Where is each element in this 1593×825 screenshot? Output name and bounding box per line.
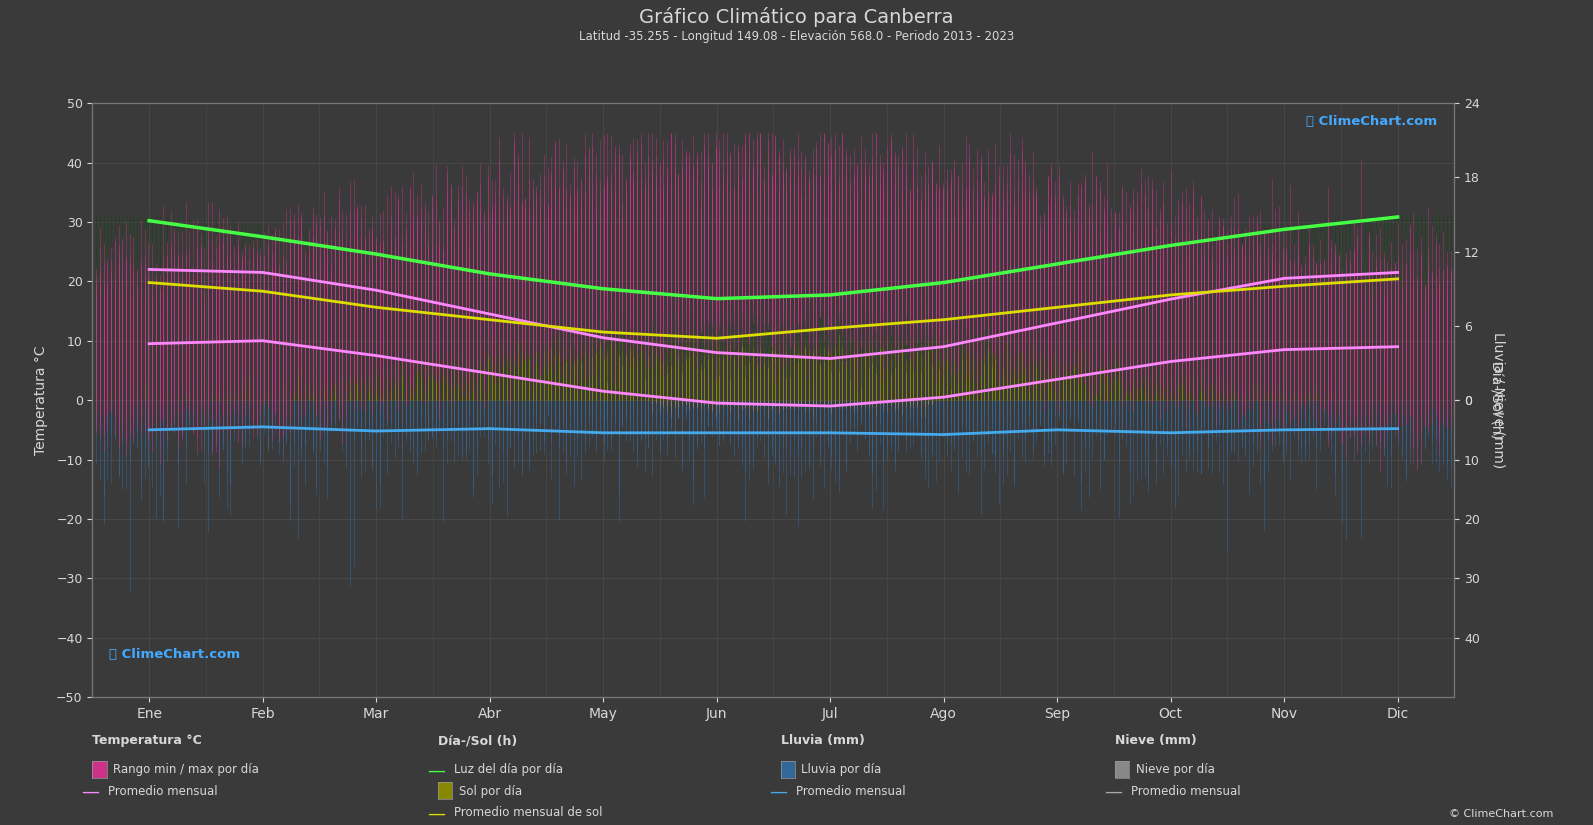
Text: Lluvia por día: Lluvia por día [801, 763, 881, 776]
Text: Nieve por día: Nieve por día [1136, 763, 1215, 776]
Text: Luz del día por día: Luz del día por día [454, 763, 562, 776]
Text: 🌐 ClimeChart.com: 🌐 ClimeChart.com [110, 648, 241, 662]
Y-axis label: Lluvia / Nieve (mm): Lluvia / Nieve (mm) [1491, 332, 1505, 469]
Text: —: — [769, 783, 787, 801]
Text: Gráfico Climático para Canberra: Gráfico Climático para Canberra [639, 7, 954, 27]
Text: © ClimeChart.com: © ClimeChart.com [1448, 809, 1553, 819]
Text: Nieve (mm): Nieve (mm) [1115, 734, 1196, 747]
Text: Promedio mensual: Promedio mensual [1131, 785, 1241, 798]
Text: Rango min / max por día: Rango min / max por día [113, 763, 260, 776]
Y-axis label: Temperatura °C: Temperatura °C [33, 346, 48, 455]
Y-axis label: Día-/Sol (h): Día-/Sol (h) [1488, 361, 1502, 439]
Text: 🌐 ClimeChart.com: 🌐 ClimeChart.com [1306, 115, 1437, 128]
Text: Promedio mensual: Promedio mensual [796, 785, 906, 798]
Text: Lluvia (mm): Lluvia (mm) [781, 734, 865, 747]
Text: —: — [1104, 783, 1121, 801]
Text: —: — [81, 783, 99, 801]
Text: Promedio mensual de sol: Promedio mensual de sol [454, 806, 602, 819]
Text: Temperatura °C: Temperatura °C [92, 734, 202, 747]
Text: Promedio mensual: Promedio mensual [108, 785, 218, 798]
Text: Sol por día: Sol por día [459, 785, 523, 798]
Text: Latitud -35.255 - Longitud 149.08 - Elevación 568.0 - Periodo 2013 - 2023: Latitud -35.255 - Longitud 149.08 - Elev… [578, 30, 1015, 43]
Text: —: — [427, 761, 444, 780]
Text: —: — [427, 804, 444, 823]
Text: Día-/Sol (h): Día-/Sol (h) [438, 734, 518, 747]
